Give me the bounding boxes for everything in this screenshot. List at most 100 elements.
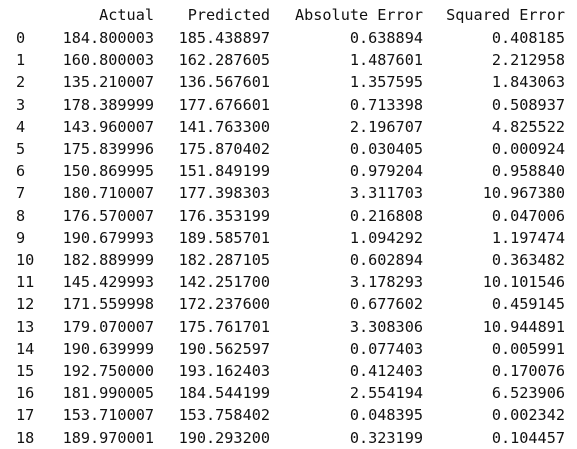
cell-predicted: 175.761701 — [178, 317, 270, 336]
cell-squared-error: 0.958840 — [491, 162, 565, 181]
cell-actual: 150.869995 — [62, 162, 154, 181]
row-index: 14 — [16, 339, 35, 358]
cell-absolute-error: 0.216808 — [349, 206, 423, 225]
cell-actual: 189.970001 — [62, 428, 154, 447]
cell-squared-error: 0.408185 — [491, 29, 565, 47]
table-row: 17 153.710007 153.758402 0.048395 0.002342 — [0, 404, 577, 426]
cell-squared-error: 0.459145 — [491, 295, 565, 314]
cell-absolute-error: 0.602894 — [349, 251, 423, 269]
row-index: 2 — [16, 73, 26, 92]
cell-predicted: 184.544199 — [178, 384, 270, 403]
row-index: 10 — [16, 251, 35, 269]
cell-predicted: 189.585701 — [178, 228, 270, 247]
cell-predicted: 162.287605 — [178, 51, 270, 70]
row-index: 5 — [16, 140, 26, 158]
table-row: 9 190.679993 189.585701 1.094292 1.197474 — [0, 227, 577, 249]
cell-predicted: 172.237600 — [178, 295, 270, 314]
table-row: 8 176.570007 176.353199 0.216808 0.047006 — [0, 205, 577, 227]
cell-predicted: 190.562597 — [178, 339, 270, 358]
cell-squared-error: 1.197474 — [491, 228, 565, 247]
cell-absolute-error: 0.412403 — [349, 362, 423, 380]
cell-predicted: 185.438897 — [178, 29, 270, 47]
row-index: 15 — [16, 362, 35, 380]
table-row: 11 145.429993 142.251700 3.178293 10.101546 — [0, 271, 577, 293]
row-index: 16 — [16, 384, 35, 403]
table-row: 7 180.710007 177.398303 3.311703 10.967380 — [0, 182, 577, 204]
cell-actual: 178.389999 — [62, 95, 154, 114]
cell-squared-error: 10.944891 — [482, 317, 565, 336]
cell-absolute-error: 3.311703 — [349, 184, 423, 203]
table-row: 5 175.839996 175.870402 0.030405 0.000924 — [0, 138, 577, 160]
table-header-row: Actual Predicted Absolute Error Squared … — [0, 4, 577, 26]
row-index: 4 — [16, 117, 26, 136]
cell-absolute-error: 1.094292 — [349, 228, 423, 247]
table-row: 12 171.559998 172.237600 0.677602 0.459145 — [0, 293, 577, 315]
cell-absolute-error: 0.979204 — [349, 162, 423, 181]
cell-squared-error: 2.212958 — [491, 51, 565, 70]
cell-absolute-error: 0.077403 — [349, 339, 423, 358]
table-row: 0 184.800003 185.438897 0.638894 0.408185 — [0, 27, 577, 49]
cell-actual: 192.750000 — [62, 362, 154, 380]
cell-predicted: 175.870402 — [178, 140, 270, 158]
row-index: 9 — [16, 228, 26, 247]
cell-predicted: 182.287105 — [178, 251, 270, 269]
column-header-predicted: Predicted — [187, 6, 270, 24]
cell-squared-error: 0.170076 — [491, 362, 565, 380]
table-row: 10 182.889999 182.287105 0.602894 0.363482 — [0, 249, 577, 271]
column-header-actual: Actual — [99, 6, 154, 24]
cell-actual: 184.800003 — [62, 29, 154, 47]
cell-predicted: 193.162403 — [178, 362, 270, 380]
cell-squared-error: 0.363482 — [491, 251, 565, 269]
cell-predicted: 151.849199 — [178, 162, 270, 181]
table-row: 6 150.869995 151.849199 0.979204 0.958840 — [0, 160, 577, 182]
row-index: 1 — [16, 51, 26, 70]
cell-squared-error: 10.967380 — [482, 184, 565, 203]
table-row: 4 143.960007 141.763300 2.196707 4.825522 — [0, 116, 577, 138]
cell-predicted: 136.567601 — [178, 73, 270, 92]
cell-absolute-error: 0.323199 — [349, 428, 423, 447]
cell-squared-error: 1.843063 — [491, 73, 565, 92]
cell-absolute-error: 2.196707 — [349, 117, 423, 136]
row-index: 0 — [16, 29, 26, 47]
cell-squared-error: 6.523906 — [491, 384, 565, 403]
cell-actual: 190.679993 — [62, 228, 154, 247]
cell-actual: 160.800003 — [62, 51, 154, 70]
cell-squared-error: 10.101546 — [482, 273, 565, 292]
table-row: 1 160.800003 162.287605 1.487601 2.212958 — [0, 49, 577, 71]
table-row: 15 192.750000 193.162403 0.412403 0.170076 — [0, 360, 577, 382]
row-index: 3 — [16, 95, 26, 114]
cell-predicted: 142.251700 — [178, 273, 270, 292]
cell-predicted: 177.398303 — [178, 184, 270, 203]
cell-actual: 190.639999 — [62, 339, 154, 358]
table-row: 14 190.639999 190.562597 0.077403 0.005991 — [0, 338, 577, 360]
cell-actual: 175.839996 — [62, 140, 154, 158]
row-index: 13 — [16, 317, 35, 336]
dataframe-output: Actual Predicted Absolute Error Squared … — [0, 4, 577, 447]
cell-predicted: 177.676601 — [178, 95, 270, 114]
cell-absolute-error: 0.638894 — [349, 29, 423, 47]
cell-actual: 143.960007 — [62, 117, 154, 136]
cell-actual: 171.559998 — [62, 295, 154, 314]
table-row: 13 179.070007 175.761701 3.308306 10.944891 — [0, 316, 577, 338]
cell-predicted: 190.293200 — [178, 428, 270, 447]
cell-squared-error: 0.047006 — [491, 206, 565, 225]
table-row: 16 181.990005 184.544199 2.554194 6.523906 — [0, 382, 577, 404]
cell-actual: 182.889999 — [62, 251, 154, 269]
row-index: 12 — [16, 295, 35, 314]
cell-absolute-error: 2.554194 — [349, 384, 423, 403]
cell-actual: 176.570007 — [62, 206, 154, 225]
cell-actual: 180.710007 — [62, 184, 154, 203]
row-index: 8 — [16, 206, 26, 225]
cell-actual: 181.990005 — [62, 384, 154, 403]
cell-actual: 135.210007 — [62, 73, 154, 92]
cell-absolute-error: 3.308306 — [349, 317, 423, 336]
column-header-squared-error: Squared Error — [446, 6, 565, 24]
row-index: 6 — [16, 162, 26, 181]
cell-predicted: 141.763300 — [178, 117, 270, 136]
cell-squared-error: 0.002342 — [491, 406, 565, 425]
column-header-absolute-error: Absolute Error — [294, 6, 423, 24]
cell-absolute-error: 0.713398 — [349, 95, 423, 114]
cell-absolute-error: 3.178293 — [349, 273, 423, 292]
table-row: 3 178.389999 177.676601 0.713398 0.508937 — [0, 94, 577, 116]
cell-squared-error: 0.104457 — [491, 428, 565, 447]
